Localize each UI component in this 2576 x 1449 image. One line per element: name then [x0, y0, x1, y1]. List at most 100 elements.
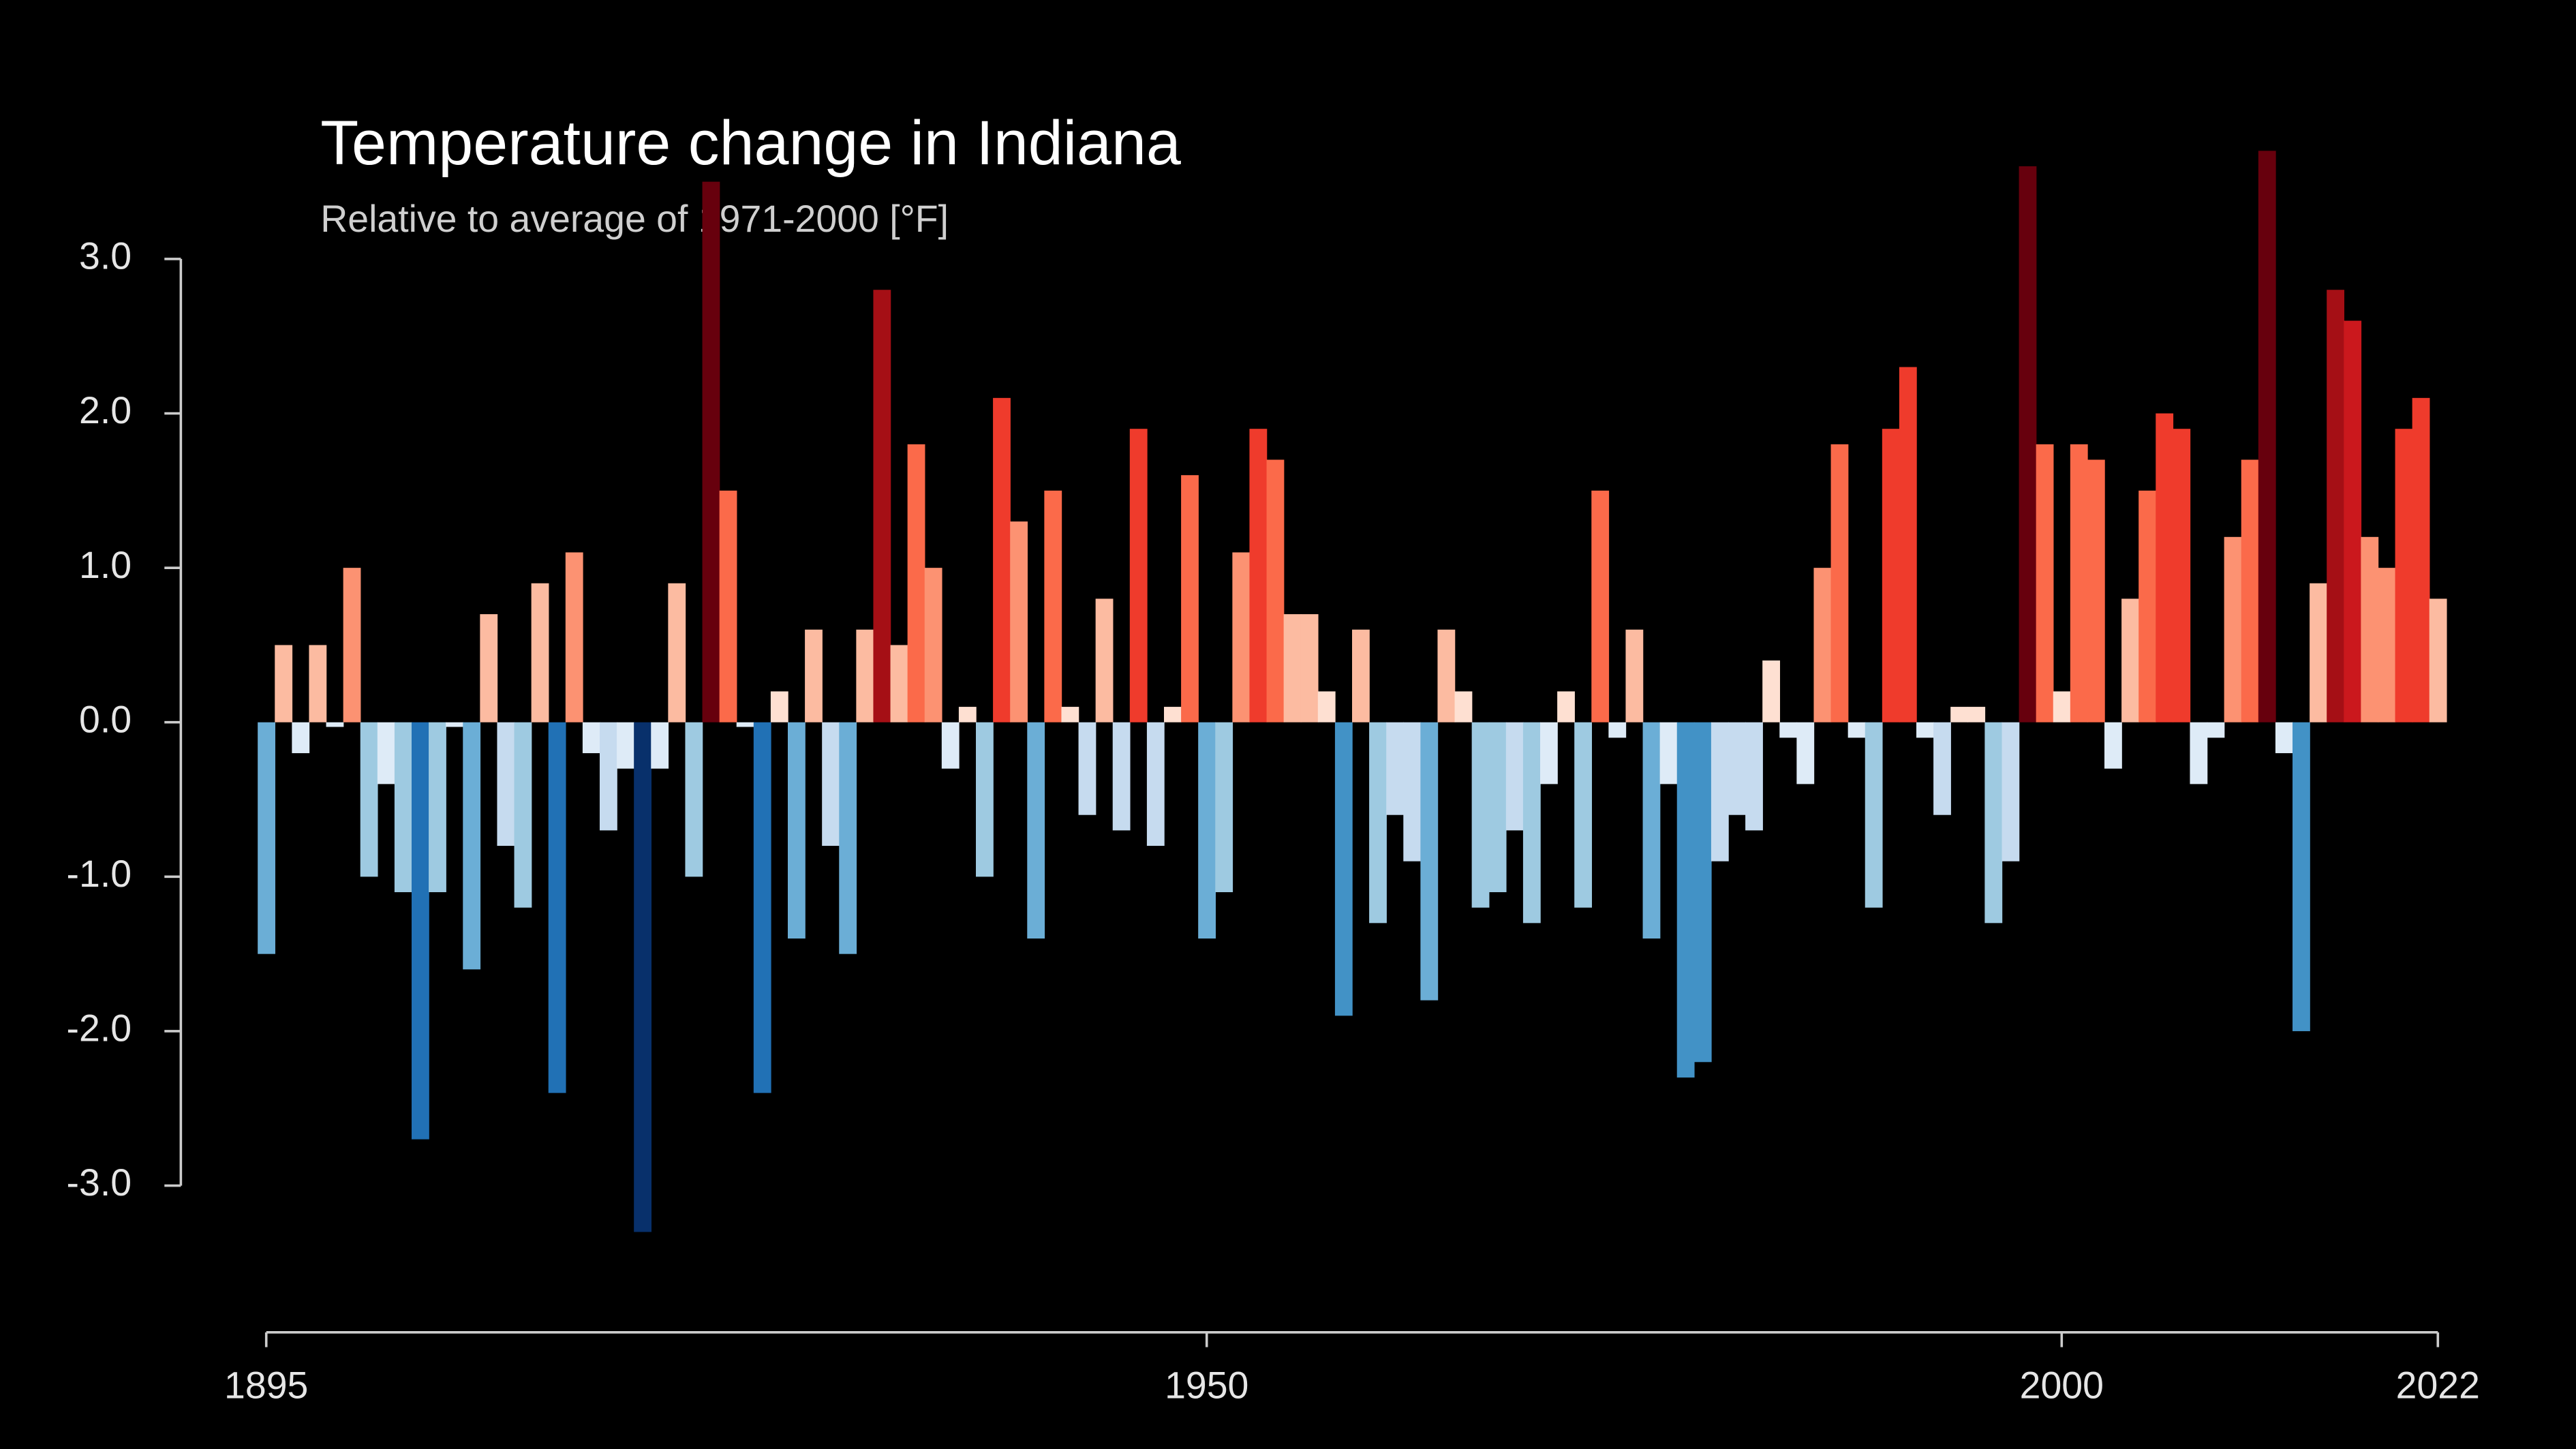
- bar: [651, 722, 669, 769]
- bar: [1386, 722, 1405, 815]
- x-tick-label: 2022: [2396, 1364, 2480, 1406]
- bar: [1813, 568, 1832, 722]
- bar: [719, 490, 737, 722]
- bar: [1796, 722, 1815, 784]
- bar: [1317, 691, 1336, 722]
- chart-subtitle: Relative to average of 1971-2000 [°F]: [320, 198, 949, 240]
- x-tick-label: 2000: [2020, 1364, 2104, 1406]
- bar: [2344, 320, 2362, 722]
- bar: [582, 722, 600, 754]
- bar: [2241, 459, 2259, 722]
- bar: [2258, 151, 2276, 722]
- bar: [617, 722, 634, 769]
- bar: [1984, 722, 2003, 924]
- bar: [2019, 166, 2037, 722]
- bar: [1403, 722, 1422, 861]
- bar: [2275, 722, 2293, 754]
- bar: [497, 722, 515, 846]
- bar: [1899, 367, 1917, 722]
- bar: [2053, 691, 2071, 722]
- bar: [1061, 707, 1079, 722]
- bar: [1454, 691, 1473, 722]
- bar: [446, 722, 463, 727]
- bar: [1967, 707, 1986, 722]
- bar: [1540, 722, 1558, 784]
- bar: [1882, 429, 1900, 722]
- bar: [1164, 707, 1182, 722]
- bar: [1420, 722, 1439, 1001]
- bar: [1215, 722, 1233, 893]
- bar: [1916, 722, 1934, 738]
- bar: [2002, 722, 2020, 861]
- bar: [2104, 722, 2122, 769]
- bar: [1557, 691, 1575, 722]
- bar: [958, 707, 977, 722]
- bar: [1334, 722, 1353, 1016]
- y-tick-label: 0.0: [79, 698, 132, 740]
- bar: [907, 444, 925, 722]
- bar: [1950, 707, 1969, 722]
- bar: [2378, 568, 2396, 722]
- y-tick-label: 3.0: [79, 235, 132, 277]
- bar: [548, 722, 566, 1093]
- bar: [1933, 722, 1951, 815]
- bar: [668, 583, 686, 722]
- bar: [1711, 722, 1729, 861]
- bar: [1642, 722, 1661, 939]
- y-tick-label: -3.0: [67, 1161, 132, 1204]
- bar: [1232, 552, 1251, 722]
- bar: [685, 722, 703, 877]
- bar: [1352, 629, 1370, 722]
- bar: [2156, 413, 2174, 722]
- bar: [975, 722, 994, 877]
- bar: [292, 722, 310, 754]
- bar: [531, 583, 549, 722]
- bar: [1027, 722, 1045, 939]
- bar: [343, 568, 361, 722]
- bar: [1728, 722, 1746, 815]
- bar: [993, 397, 1011, 722]
- bar: [1779, 722, 1798, 738]
- bar: [463, 722, 481, 970]
- bar: [1865, 722, 1883, 908]
- bar: [1437, 629, 1456, 722]
- bar: [1129, 429, 1148, 722]
- y-tick-label: 2.0: [79, 389, 132, 431]
- bar: [599, 722, 617, 831]
- bar: [1488, 722, 1507, 893]
- bar: [309, 645, 327, 722]
- bar: [1010, 521, 1028, 722]
- bar: [2070, 444, 2088, 722]
- bar: [805, 629, 823, 722]
- bar: [1625, 629, 1644, 722]
- bar: [1044, 490, 1062, 722]
- bar: [1471, 722, 1490, 908]
- bar: [360, 722, 378, 877]
- bar: [770, 691, 788, 722]
- bar: [1198, 722, 1216, 939]
- bar: [1676, 722, 1695, 1078]
- bar: [1505, 722, 1524, 831]
- bar: [2190, 722, 2208, 784]
- bar: [1847, 722, 1866, 738]
- bar: [2138, 490, 2157, 722]
- bar: [753, 722, 771, 1093]
- bar: [2087, 459, 2105, 722]
- bar: [1591, 490, 1610, 722]
- bar: [429, 722, 446, 893]
- bar: [2036, 444, 2054, 722]
- bar: [1181, 475, 1199, 722]
- bar: [1608, 722, 1627, 738]
- bar: [2224, 536, 2242, 722]
- bar: [1300, 614, 1319, 722]
- bar: [1659, 722, 1678, 784]
- bar: [787, 722, 806, 939]
- bar: [1249, 429, 1268, 722]
- x-tick-label: 1895: [224, 1364, 308, 1406]
- bar: [1095, 598, 1114, 722]
- bar: [1574, 722, 1593, 908]
- bar: [2173, 429, 2191, 722]
- y-tick-label: -1.0: [67, 853, 132, 895]
